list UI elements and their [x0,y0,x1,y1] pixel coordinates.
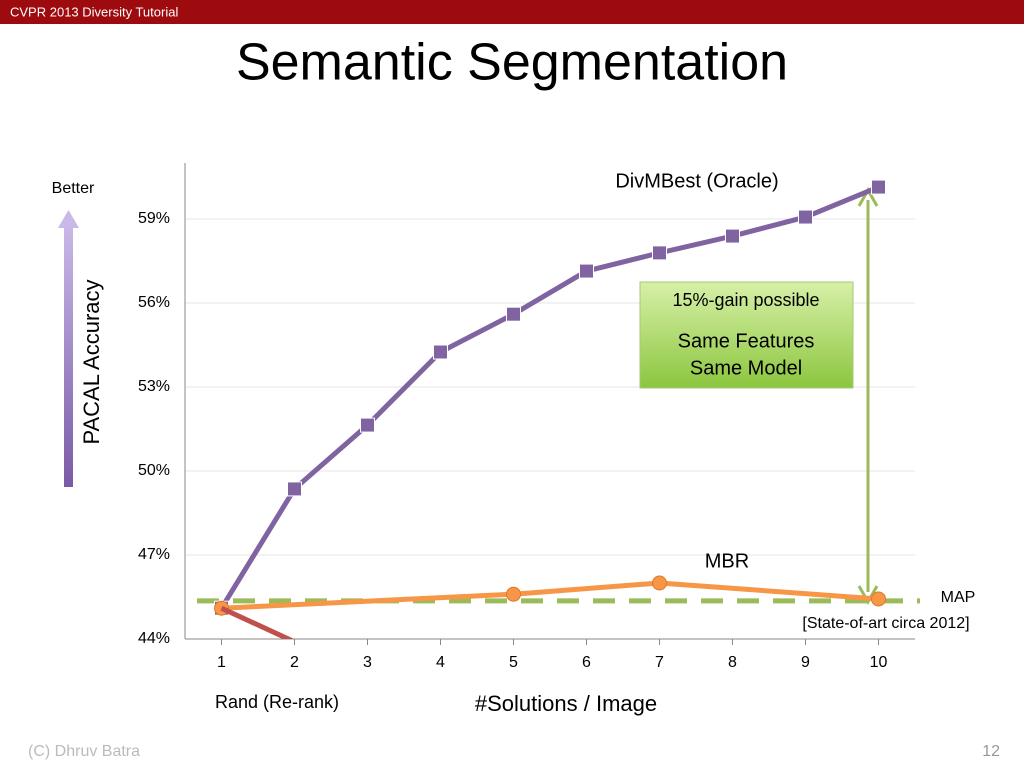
better-arrow [64,226,73,487]
point [506,306,521,322]
series-label: DivMBest (Oracle) [615,170,778,192]
x-tick-label: 4 [436,654,445,671]
point [652,245,667,261]
series-line [221,580,879,611]
x-tick-label: 7 [655,654,664,671]
annotation: Same Features [678,330,815,352]
x-tick-label: 6 [582,654,591,671]
x-tick-label: 5 [509,654,518,671]
slide-title: Semantic Segmentation [236,34,788,92]
better-label: Better [52,180,95,197]
better-arrow-head [58,210,79,228]
x-tick-label: 1 [217,654,226,671]
plot: 44% 47% 50% 53% 56% 59% 1 2 3 4 5 6 7 8 9 10 MAP [State-o… [138,163,975,712]
series-label: Rand (Re-rank) [215,692,339,712]
y-tick-label: 47% [138,546,170,563]
point [725,228,740,244]
point [871,591,886,607]
header-bar [0,0,1024,24]
y-tick-label: 59% [138,210,170,227]
reference-note: [State-of-art circa 2012] [802,615,969,632]
y-tick-label: 44% [138,630,170,647]
gain-arrow-head [857,585,879,606]
x-tick-label: 8 [728,654,737,671]
point [433,344,448,360]
point [579,263,594,279]
header: CVPR 2013 Diversity Tutorial [10,4,178,19]
x-tick-label: 10 [870,654,888,671]
x-tick-label: 9 [801,654,810,671]
series-line [220,605,295,639]
y-tick-label: 56% [138,294,170,311]
series-label: MBR [705,550,749,572]
y-axis-title: PACAL Accuracy [79,279,104,444]
point [798,209,813,225]
page-number: 12 [982,743,1000,760]
annotation: Same Model [690,357,802,379]
annotation: 15%-gain possible [672,290,819,310]
reference-label: MAP [941,589,976,606]
x-tick-label: 3 [363,654,372,671]
x-tick-label: 2 [290,654,299,671]
point [871,179,886,195]
y-tick-label: 50% [138,462,170,479]
y-tick-label: 53% [138,378,170,395]
point [360,417,375,433]
series-line [219,184,880,610]
point [652,575,667,591]
point [506,586,521,602]
gain-box [639,281,854,389]
footer: (C) Dhruv Batra [28,743,140,760]
point [287,481,302,497]
x-axis-title: #Solutions / Image [475,691,657,716]
